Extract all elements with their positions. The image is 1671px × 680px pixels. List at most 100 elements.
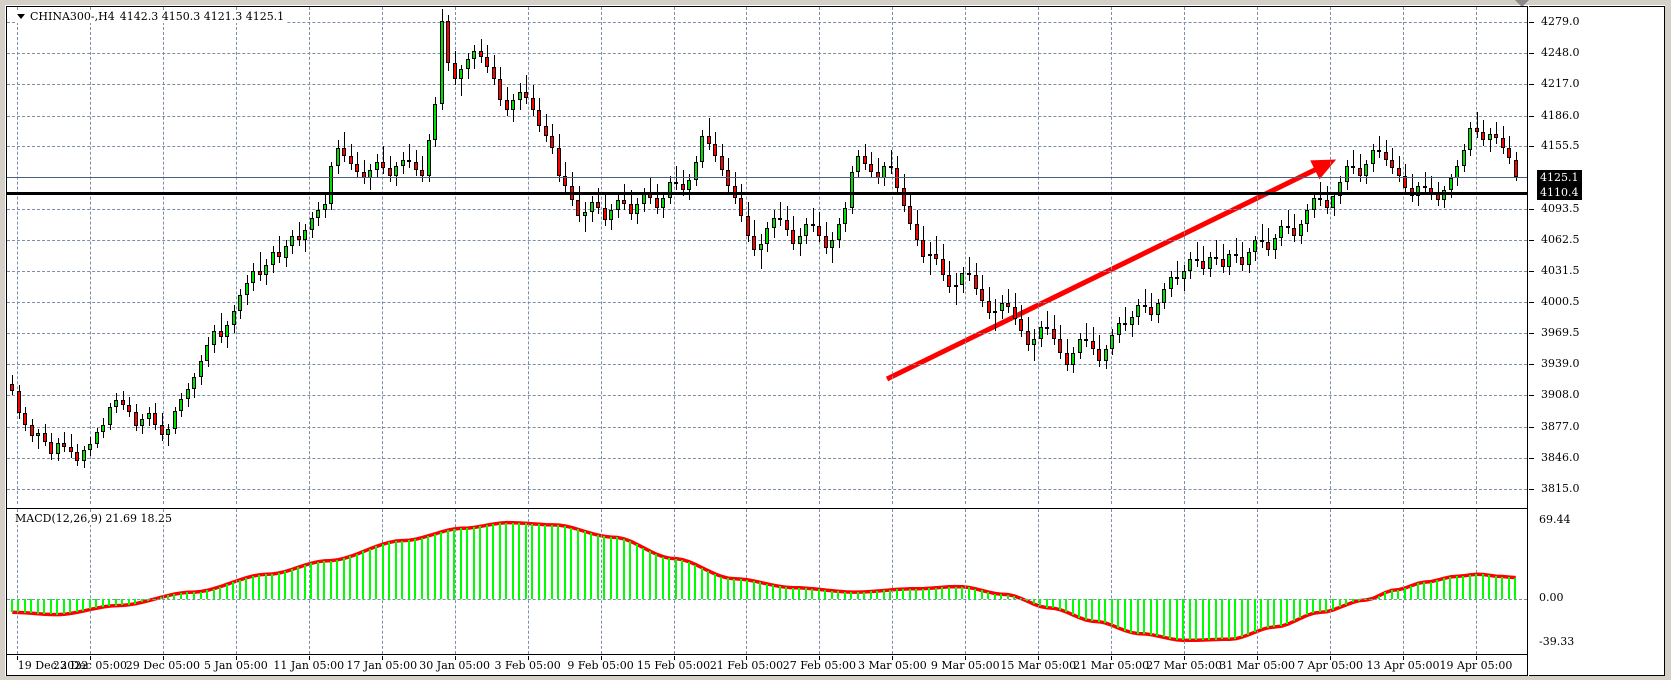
candlestick-body [1000, 302, 1004, 311]
candle-wick [676, 165, 677, 191]
macd-histogram-bar [544, 524, 546, 599]
candlestick-body [401, 159, 405, 166]
time-tick [819, 656, 821, 660]
candlestick-body [271, 252, 275, 265]
candlestick-body [219, 330, 223, 337]
current-price-label[interactable]: 4125.1 [1537, 169, 1582, 185]
candlestick-body [485, 57, 489, 68]
candlestick-body [173, 411, 177, 429]
macd-histogram-bar [1215, 598, 1217, 640]
candlestick-body [1032, 339, 1036, 346]
macd-histogram-bar [1104, 598, 1106, 624]
support-level-line[interactable] [7, 191, 1527, 195]
candlestick-body [590, 202, 594, 213]
candlestick-body [1423, 186, 1427, 189]
macd-histogram-bar [766, 583, 768, 599]
macd-histogram-bar [317, 561, 319, 599]
macd-histogram-bar [1371, 598, 1373, 600]
macd-histogram-bar [440, 531, 442, 599]
macd-histogram-bar [1430, 581, 1432, 599]
time-tick [89, 656, 91, 660]
window-frame-top [0, 0, 1671, 5]
time-gridline [17, 509, 18, 654]
time-gridline [819, 7, 821, 504]
support-price-label[interactable]: 4110.4 [1537, 184, 1582, 200]
candlestick-body [342, 147, 346, 156]
candle-wick [1360, 153, 1361, 183]
symbol-header[interactable]: CHINA300-,H4 4142.3 4150.3 4121.3 4125.1 [15, 10, 287, 23]
candle-wick [299, 222, 300, 247]
macd-histogram-bar [1020, 598, 1022, 600]
time-axis-label: 7 Apr 05:00 [1297, 659, 1363, 672]
macd-histogram-bar [701, 567, 703, 599]
candlestick-body [941, 258, 945, 275]
macd-indicator-label[interactable]: MACD(12,26,9) 21.69 18.25 [13, 512, 174, 525]
candlestick-body [1084, 339, 1088, 341]
price-scale-axis[interactable]: 4279.0 4248.0 4217.0 4186.0 4155.5 4125.1 4110… [1529, 6, 1665, 676]
candlestick-body [642, 194, 646, 205]
time-gridline [1330, 7, 1332, 504]
candle-wick [71, 433, 72, 458]
macd-histogram-bar [525, 523, 527, 599]
candlestick-body [720, 155, 724, 170]
candlestick-body [1468, 127, 1472, 150]
macd-histogram-bar [147, 598, 149, 601]
candlestick-body [199, 361, 203, 378]
macd-histogram-bar [597, 535, 599, 599]
candlestick-body [284, 246, 288, 258]
candlestick-body [629, 204, 633, 215]
macd-histogram-bar [1293, 598, 1295, 622]
macd-histogram-bar [961, 586, 963, 599]
macd-histogram-bar [941, 587, 943, 599]
candlestick-body [212, 330, 216, 346]
macd-histogram-bar [1072, 598, 1074, 615]
time-tick [892, 656, 894, 660]
macd-histogram-bar [857, 592, 859, 599]
candlestick-body [511, 99, 515, 110]
price-tick [1529, 457, 1534, 459]
candlestick-body [544, 125, 548, 136]
time-gridline [89, 509, 91, 654]
price-axis-label: 3969.5 [1541, 326, 1580, 340]
time-gridline [600, 7, 602, 504]
candle-wick [344, 131, 345, 162]
time-gridline [746, 7, 748, 504]
macd-histogram-bar [460, 528, 462, 599]
candlestick-body [1253, 240, 1257, 253]
current-price-line[interactable] [7, 176, 1527, 178]
triangle-down-icon[interactable] [17, 14, 25, 19]
macd-histogram-bar [1091, 598, 1093, 622]
candle-wick [598, 188, 599, 215]
macd-histogram-bar [1182, 598, 1184, 641]
time-gridline [600, 509, 602, 654]
macd-histogram-bar [401, 540, 403, 599]
macd-histogram-bar [1365, 598, 1367, 600]
macd-histogram-bar [1013, 596, 1015, 599]
candlestick-body [1507, 147, 1511, 158]
candlestick-body [1390, 159, 1394, 168]
macd-histogram-bar [1514, 577, 1516, 599]
macd-histogram-bar [284, 571, 286, 599]
candlestick-body [232, 310, 236, 325]
candlestick-body [1201, 260, 1205, 269]
price-tick [1529, 239, 1534, 241]
macd-histogram-bar [1176, 598, 1178, 640]
macd-histogram-bar [1410, 585, 1412, 599]
chart-canvas[interactable]: CHINA300-,H4 4142.3 4150.3 4121.3 4125.1… [6, 6, 1528, 676]
macd-histogram-bar [427, 535, 429, 599]
macd-histogram-bar [623, 538, 625, 599]
price-tick [1529, 84, 1534, 86]
macd-histogram-bar [134, 598, 136, 604]
macd-histogram-bar [922, 588, 924, 599]
candlestick-body [1345, 165, 1349, 183]
macd-pane[interactable] [7, 508, 1527, 655]
price-pane[interactable] [7, 7, 1527, 504]
price-gridline [7, 208, 1527, 210]
macd-histogram-bar [727, 578, 729, 599]
time-gridline [1475, 7, 1477, 504]
macd-histogram-bar [1436, 580, 1438, 599]
candlestick-body [635, 204, 639, 215]
macd-histogram-bar [564, 526, 566, 599]
macd-histogram-bar [909, 588, 911, 599]
candlestick-body [772, 218, 776, 229]
